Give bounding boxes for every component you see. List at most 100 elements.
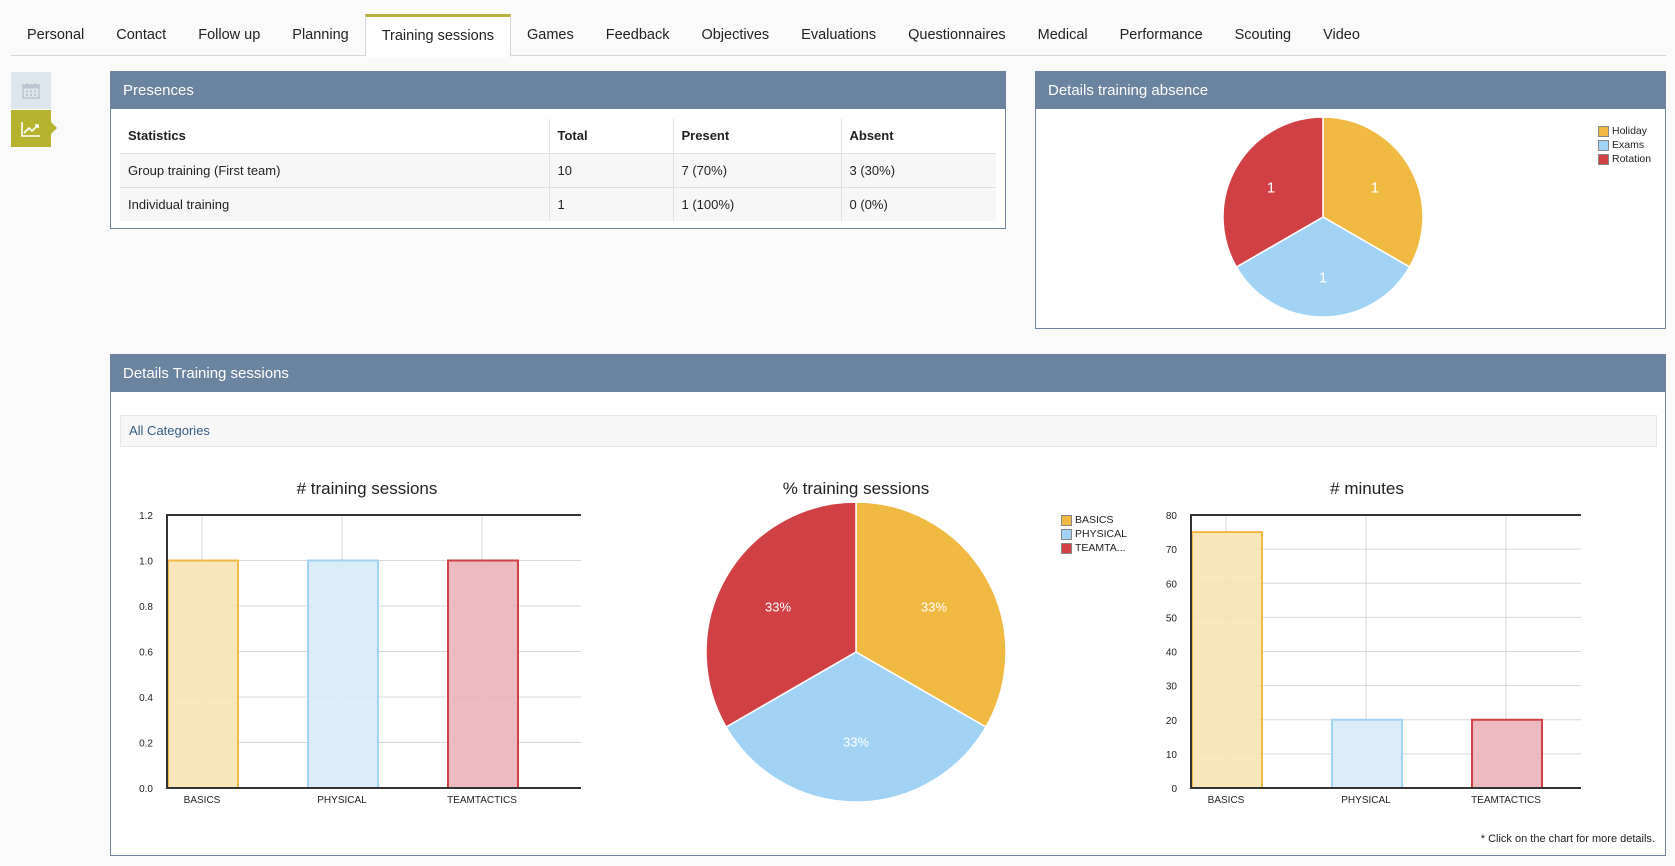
- absence-title: Details training absence: [1036, 72, 1665, 109]
- legend-item-basics[interactable]: BASICS: [1061, 513, 1127, 527]
- tab-medical[interactable]: Medical: [1037, 27, 1088, 43]
- legend-swatch: [1598, 139, 1609, 151]
- y-tick-label: 10: [1166, 750, 1178, 761]
- cell-statistics: Individual training: [120, 186, 549, 221]
- cell-statistics: Group training (First team): [120, 152, 549, 187]
- x-tick-label: PHYSICAL: [317, 795, 367, 806]
- chart-view-button[interactable]: [11, 110, 57, 147]
- y-tick-label: 50: [1166, 613, 1178, 624]
- legend-swatch: [1061, 542, 1072, 554]
- details-title: Details Training sessions: [111, 355, 1665, 392]
- x-tick-label: PHYSICAL: [1341, 795, 1391, 806]
- category-filter[interactable]: All Categories: [120, 415, 1657, 447]
- pie-slice-basics[interactable]: [855, 501, 1007, 729]
- header-total: Total: [548, 119, 673, 153]
- legend-label: Holiday: [1612, 125, 1648, 137]
- tab-questionnaires[interactable]: Questionnaires: [908, 27, 1006, 43]
- details-panel: Details Training sessions All Categories…: [110, 354, 1666, 856]
- x-tick-label: TEAMTACTICS: [1471, 795, 1541, 806]
- pie-label-exams: 1: [1319, 269, 1327, 286]
- presences-table: Statistics Total Present Absent Group tr…: [120, 119, 996, 221]
- legend-item-rotation[interactable]: Rotation: [1598, 152, 1651, 166]
- legend-item-holiday[interactable]: Holiday: [1598, 124, 1651, 138]
- tab-games[interactable]: Games: [527, 27, 574, 43]
- tab-evaluations[interactable]: Evaluations: [801, 27, 877, 43]
- x-tick-label: BASICS: [1208, 795, 1245, 806]
- pie-slice-holiday[interactable]: [1322, 116, 1424, 269]
- absence-panel: Details training absence 1 1 1 Holiday Exam…: [1035, 71, 1666, 329]
- minutes-bar-chart[interactable]: 0 10 20 30 40 50 60 70 80 BASICS PHYSICAL TEAMTACTI…: [1111, 500, 1581, 820]
- legend-item-teamta[interactable]: TEAMTA...: [1061, 541, 1127, 555]
- tab-objectives[interactable]: Objectives: [701, 27, 770, 43]
- line-chart-icon: [21, 121, 40, 137]
- header-statistics: Statistics: [120, 119, 549, 153]
- y-tick-label: 0: [1171, 784, 1177, 795]
- cell-total: 1: [548, 186, 673, 221]
- plot-frame: [1190, 514, 1581, 789]
- legend-item-exams[interactable]: Exams: [1598, 138, 1651, 152]
- pie-slice-rotation[interactable]: [1222, 116, 1324, 269]
- legend-swatch: [1061, 528, 1072, 540]
- legend-swatch: [1061, 514, 1072, 526]
- percent-pie-chart[interactable]: 33% 33% 33%: [686, 500, 1026, 810]
- y-tick-label: 0.2: [139, 739, 153, 750]
- cell-present: 1 (100%): [672, 186, 841, 221]
- tab-feedback[interactable]: Feedback: [605, 27, 670, 43]
- pie-label-rotation: 1: [1267, 179, 1275, 196]
- chart-title-sessions: # training sessions: [296, 479, 438, 498]
- tab-scouting[interactable]: Scouting: [1234, 27, 1292, 43]
- y-tick-label: 20: [1166, 716, 1178, 727]
- y-tick-label: 0.0: [139, 784, 153, 795]
- calendar-view-button[interactable]: [11, 72, 51, 109]
- y-tick-label: 0.4: [139, 693, 153, 704]
- presences-panel: Presences Statistics Total Present Absen…: [110, 71, 1006, 229]
- x-tick-label: TEAMTACTICS: [447, 795, 517, 806]
- bar-teamtactics[interactable]: [1471, 718, 1543, 789]
- cell-absent: 0 (0%): [840, 186, 996, 221]
- legend-swatch: [1598, 125, 1609, 137]
- tab-planning[interactable]: Planning: [292, 27, 349, 43]
- presences-title: Presences: [111, 72, 1005, 109]
- y-tick-label: 40: [1166, 648, 1178, 659]
- tab-video[interactable]: Video: [1323, 27, 1360, 43]
- sessions-bar-chart[interactable]: 0.0 0.2 0.4 0.6 0.8 1.0 1.2 BASICS PHYSICAL TEAMT…: [111, 500, 581, 820]
- tab-personal[interactable]: Personal: [27, 27, 85, 43]
- legend-swatch: [1598, 153, 1609, 165]
- tab-contact[interactable]: Contact: [116, 27, 167, 43]
- cell-present: 7 (70%): [672, 152, 841, 187]
- bar-basics[interactable]: [1191, 531, 1263, 789]
- legend-label: Rotation: [1612, 153, 1652, 165]
- cell-absent: 3 (30%): [840, 152, 996, 187]
- pie-label-teamta: 33%: [765, 600, 791, 615]
- header-absent: Absent: [840, 119, 996, 153]
- legend-label: BASICS: [1075, 514, 1114, 526]
- legend-item-physical[interactable]: PHYSICAL: [1061, 527, 1127, 541]
- pie-slice-teamta[interactable]: [705, 501, 857, 729]
- pie-label-basics: 33%: [921, 600, 947, 615]
- legend-label: PHYSICAL: [1075, 528, 1127, 540]
- legend-label: TEAMTA...: [1075, 542, 1126, 554]
- chart-title-minutes: # minutes: [1330, 479, 1404, 498]
- pie-label-holiday: 1: [1371, 179, 1379, 196]
- y-tick-label: 1.0: [139, 557, 153, 568]
- plot-frame: [166, 514, 581, 789]
- y-tick-label: 1.2: [139, 511, 153, 522]
- bar-physical[interactable]: [307, 559, 379, 789]
- absence-pie-chart[interactable]: 1 1 1: [1036, 109, 1665, 328]
- percent-legend: BASICS PHYSICAL TEAMTA...: [1061, 513, 1127, 555]
- bar-basics[interactable]: [167, 559, 239, 789]
- x-tick-label: BASICS: [184, 795, 221, 806]
- absence-legend: Holiday Exams Rotation: [1598, 124, 1651, 166]
- tab-training-sessions[interactable]: Training sessions: [364, 14, 512, 57]
- category-label[interactable]: All Categories: [129, 423, 210, 438]
- cell-total: 10: [548, 152, 673, 187]
- bar-physical[interactable]: [1331, 718, 1403, 789]
- tab-performance[interactable]: Performance: [1119, 27, 1203, 43]
- bar-teamtactics[interactable]: [447, 559, 519, 789]
- pie-slice-physical[interactable]: [725, 651, 987, 803]
- y-tick-label: 30: [1166, 682, 1178, 693]
- chart-note: * Click on the chart for more details.: [1480, 833, 1655, 845]
- tab-follow-up[interactable]: Follow up: [198, 27, 261, 43]
- table-header-row: Statistics Total Present Absent: [120, 119, 996, 153]
- tab-bar: Personal Contact Follow up Planning Trai…: [11, 14, 1666, 57]
